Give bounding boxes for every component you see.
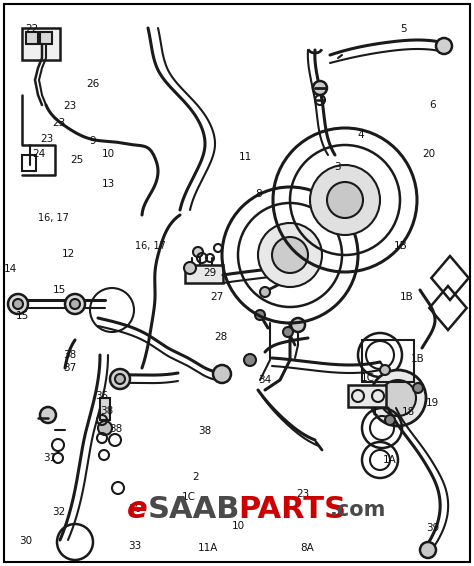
Circle shape <box>413 383 423 393</box>
Text: 20: 20 <box>422 149 436 159</box>
Text: 18: 18 <box>402 407 415 417</box>
Circle shape <box>258 223 322 287</box>
Circle shape <box>436 38 452 54</box>
Text: 13: 13 <box>101 179 115 189</box>
Circle shape <box>8 294 28 314</box>
Text: 8: 8 <box>255 188 262 199</box>
Bar <box>22 28 60 60</box>
Circle shape <box>98 421 112 435</box>
Text: 15: 15 <box>16 311 29 321</box>
Text: 38: 38 <box>109 424 123 434</box>
Circle shape <box>213 365 231 383</box>
Text: 12: 12 <box>62 248 75 259</box>
Text: 36: 36 <box>128 504 142 514</box>
Text: 25: 25 <box>70 155 83 165</box>
Text: 14: 14 <box>4 264 17 275</box>
Circle shape <box>327 182 363 218</box>
Text: 33: 33 <box>128 541 142 551</box>
Text: 34: 34 <box>258 375 271 385</box>
Text: 1B: 1B <box>400 292 414 302</box>
Circle shape <box>255 310 265 320</box>
Text: 19: 19 <box>426 398 439 408</box>
Bar <box>22 155 36 171</box>
Circle shape <box>193 247 203 257</box>
Text: 1A: 1A <box>383 454 397 465</box>
Text: 37: 37 <box>64 363 77 373</box>
Circle shape <box>385 415 395 425</box>
Text: 16, 17: 16, 17 <box>37 213 69 223</box>
Text: 26: 26 <box>86 79 99 89</box>
Bar <box>100 398 110 420</box>
Text: 15: 15 <box>53 285 66 295</box>
Text: 38: 38 <box>198 426 211 436</box>
Circle shape <box>380 365 390 375</box>
Circle shape <box>184 262 196 274</box>
Circle shape <box>40 407 56 423</box>
Bar <box>185 265 223 283</box>
Text: 10: 10 <box>101 149 115 159</box>
Text: 6: 6 <box>429 100 436 110</box>
Text: 8A: 8A <box>300 543 314 553</box>
Text: 28: 28 <box>214 332 227 342</box>
Text: .com: .com <box>330 500 386 520</box>
Text: 24: 24 <box>32 149 46 159</box>
Text: 38: 38 <box>64 350 77 361</box>
Text: 29: 29 <box>203 268 216 278</box>
Circle shape <box>380 380 416 416</box>
Text: e: e <box>128 495 148 525</box>
Bar <box>348 385 386 407</box>
Circle shape <box>115 374 125 384</box>
Circle shape <box>291 318 305 332</box>
Circle shape <box>283 327 293 337</box>
Bar <box>40 32 52 44</box>
Circle shape <box>65 294 85 314</box>
Circle shape <box>313 81 327 95</box>
Text: 30: 30 <box>19 535 33 546</box>
Text: 38: 38 <box>100 406 113 417</box>
Text: 1B: 1B <box>393 241 408 251</box>
Text: 1C: 1C <box>360 373 374 383</box>
Circle shape <box>272 237 308 273</box>
Text: 23: 23 <box>53 118 66 128</box>
Text: SAAB: SAAB <box>148 495 240 525</box>
Text: 5: 5 <box>401 24 407 35</box>
Circle shape <box>260 287 270 297</box>
Bar <box>362 340 414 382</box>
Circle shape <box>13 299 23 309</box>
Circle shape <box>420 542 436 558</box>
Text: 27: 27 <box>210 292 224 302</box>
Text: PARTS: PARTS <box>238 495 346 525</box>
Text: 16, 17: 16, 17 <box>135 241 166 251</box>
Text: 10: 10 <box>231 521 245 531</box>
Text: 23: 23 <box>64 101 77 112</box>
Text: 3: 3 <box>334 162 341 172</box>
Circle shape <box>110 369 130 389</box>
Text: 39: 39 <box>426 522 439 533</box>
Text: 31: 31 <box>43 453 56 464</box>
Text: 11: 11 <box>239 152 252 162</box>
Text: 35: 35 <box>95 391 109 401</box>
Text: 4: 4 <box>358 130 365 140</box>
Text: 2: 2 <box>192 471 199 482</box>
Text: 32: 32 <box>53 507 66 517</box>
Text: 9: 9 <box>89 136 96 147</box>
Text: 1C: 1C <box>182 492 196 502</box>
Text: 1: 1 <box>372 407 379 417</box>
Circle shape <box>70 299 80 309</box>
Text: 22: 22 <box>26 24 39 35</box>
Text: 1B: 1B <box>411 354 425 365</box>
Text: 23: 23 <box>40 134 53 144</box>
Bar <box>26 32 38 44</box>
Text: 11A: 11A <box>198 543 218 553</box>
Circle shape <box>244 354 256 366</box>
Text: 23: 23 <box>296 488 309 499</box>
Circle shape <box>370 370 426 426</box>
Circle shape <box>310 165 380 235</box>
